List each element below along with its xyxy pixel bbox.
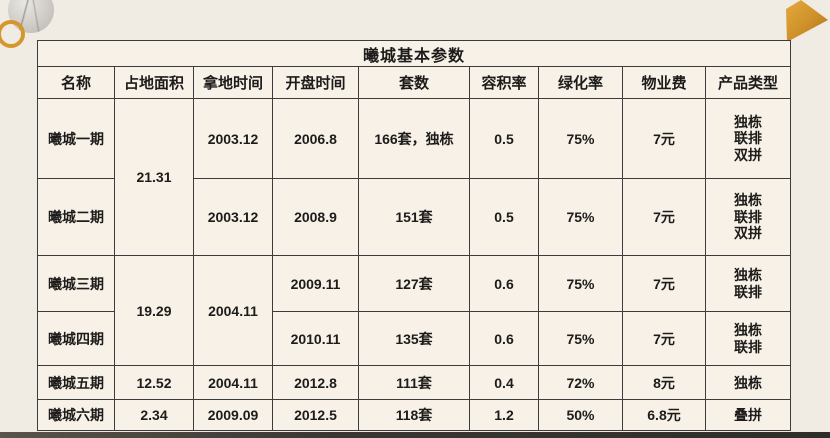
cell-units-row-4: 135套 [358,311,470,366]
cell-units-row-1: 166套，独栋 [358,98,470,179]
cell-property-fee-row-3: 7元 [622,255,706,312]
cell-plot-ratio-row-3: 0.6 [469,255,539,312]
column-header-property-fee: 物业费 [622,66,706,99]
cell-land-area-row-6: 2.34 [114,399,194,431]
cell-land-date-row-3: 2004.11 [193,255,273,366]
cell-name-row-4: 曦城四期 [37,311,115,366]
table-row-5: 曦城五期 12.52 2004.11 2012.8 111套 0.4 72% 8元 独栋 [37,365,792,400]
gold-ring-icon [0,20,25,48]
cell-open-date-row-2: 2008.9 [272,178,359,256]
cell-plot-ratio-row-4: 0.6 [469,311,539,366]
cell-name-row-5: 曦城五期 [37,365,115,400]
table-row-2: 曦城二期 2003.12 2008.9 151套 0.5 75% 7元 独栋 联排 双拼 [37,178,792,256]
cell-open-date-row-3: 2009.11 [272,255,359,312]
cell-open-date-row-1: 2006.8 [272,98,359,179]
cell-property-fee-row-1: 7元 [622,98,706,179]
column-header-plot-ratio: 容积率 [469,66,539,99]
cell-land-area-row-1: 21.31 [114,98,194,256]
cell-property-fee-row-5: 8元 [622,365,706,400]
parameters-table: 曦城基本参数 名称 占地面积 拿地时间 开盘时间 套数 容积率 绿化率 物业费 产品类型 曦城一… [36,40,792,431]
cell-property-fee-row-4: 7元 [622,311,706,366]
cell-name-row-1: 曦城一期 [37,98,115,179]
cell-green-rate-row-2: 75% [538,178,623,256]
cell-land-date-row-2: 2003.12 [193,178,273,256]
cell-green-rate-row-1: 75% [538,98,623,179]
table-header-row: 名称 占地面积 拿地时间 开盘时间 套数 容积率 绿化率 物业费 产品类型 [37,66,792,99]
cell-units-row-6: 118套 [358,399,470,431]
cell-name-row-3: 曦城三期 [37,255,115,312]
cell-green-rate-row-5: 72% [538,365,623,400]
cell-open-date-row-5: 2012.8 [272,365,359,400]
cell-plot-ratio-row-5: 0.4 [469,365,539,400]
column-header-product-type: 产品类型 [704,66,792,99]
bottom-bar [0,432,830,438]
column-header-land-area: 占地面积 [114,66,194,99]
cell-product-type-row-5: 独栋 [704,365,792,400]
cell-product-type-row-1: 独栋 联排 双拼 [704,98,792,179]
cell-open-date-row-6: 2012.5 [272,399,359,431]
table-title-row: 曦城基本参数 [36,40,792,67]
cell-property-fee-row-6: 6.8元 [622,399,706,431]
cell-green-rate-row-6: 50% [538,399,623,431]
cell-land-area-row-5: 12.52 [114,365,194,400]
cell-plot-ratio-row-1: 0.5 [469,98,539,179]
column-header-open-date: 开盘时间 [272,66,359,99]
column-header-land-date: 拿地时间 [193,66,273,99]
cell-property-fee-row-2: 7元 [622,178,706,256]
cell-plot-ratio-row-2: 0.5 [469,178,539,256]
cell-product-type-row-3: 独栋 联排 [704,255,792,312]
cell-land-date-row-5: 2004.11 [193,365,273,400]
column-header-units: 套数 [358,66,470,99]
cell-product-type-row-4: 独栋 联排 [704,311,792,366]
cell-units-row-2: 151套 [358,178,470,256]
gold-triangle-icon [786,0,828,42]
cell-units-row-5: 111套 [358,365,470,400]
table-row-1: 曦城一期 21.31 2003.12 2006.8 166套，独栋 0.5 75% 7元 独栋联… [37,98,792,256]
cell-land-date-row-6: 2009.09 [193,399,273,431]
column-header-name: 名称 [37,66,115,99]
column-header-green-rate: 绿化率 [538,66,623,99]
cell-land-date-row-1: 2003.12 [193,98,273,179]
table-row-3: 曦城三期 19.29 2004.11 2009.11 127套 0.6 75% 7元 独栋 联排 [37,255,792,366]
cell-name-row-6: 曦城六期 [37,399,115,431]
cell-units-row-3: 127套 [358,255,470,312]
table-title: 曦城基本参数 [36,40,792,67]
table-row-4: 曦城四期 2010.11 135套 0.6 75% 7元 独栋 联排 [37,311,792,366]
cell-plot-ratio-row-6: 1.2 [469,399,539,431]
cell-land-area-row-3: 19.29 [114,255,194,366]
table-row-6: 曦城六期 2.34 2009.09 2012.5 118套 1.2 50% 6.8元 叠拼 [37,399,792,431]
cell-product-type-row-2: 独栋 联排 双拼 [704,178,792,256]
cell-name-row-2: 曦城二期 [37,178,115,256]
cell-green-rate-row-4: 75% [538,311,623,366]
cell-green-rate-row-3: 75% [538,255,623,312]
cell-product-type-row-6: 叠拼 [704,399,792,431]
cell-open-date-row-4: 2010.11 [272,311,359,366]
